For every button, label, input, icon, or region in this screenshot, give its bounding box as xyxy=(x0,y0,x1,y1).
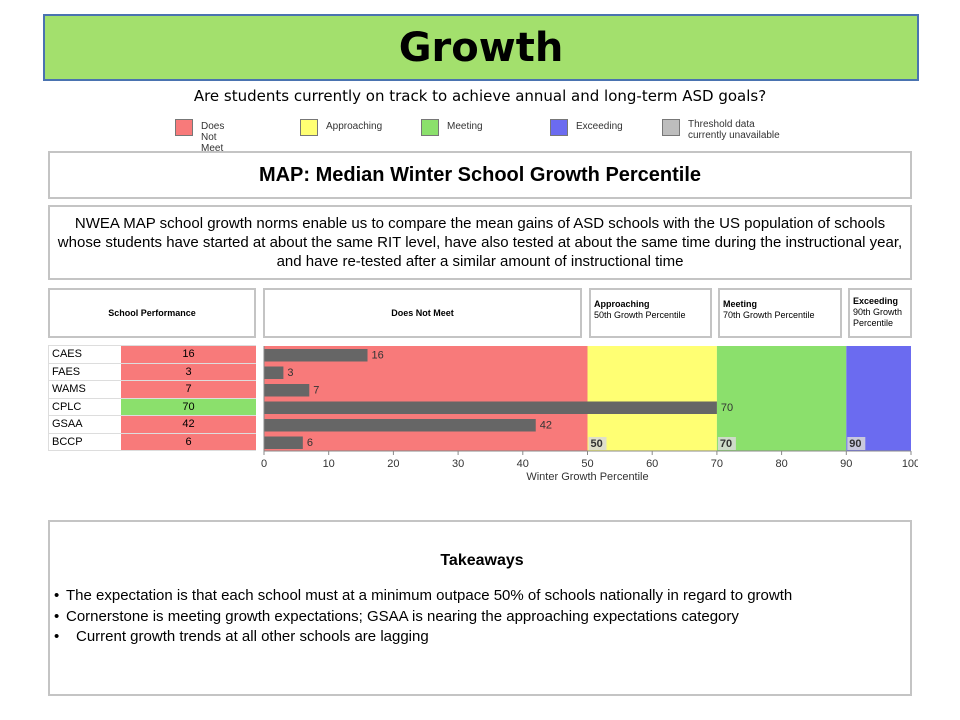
page-title: Growth xyxy=(398,24,564,71)
meeting-header-title: Meeting xyxy=(723,299,758,309)
x-tick-label-20: 20 xyxy=(387,458,399,470)
x-tick-label-30: 30 xyxy=(452,458,464,470)
takeaways-title: Takeaways xyxy=(440,552,524,569)
legend-item-meeting: Meeting xyxy=(421,119,483,136)
school-name: GSAA xyxy=(48,415,121,434)
x-tick-label-70: 70 xyxy=(711,458,723,470)
band-3 xyxy=(846,346,911,451)
legend-label: Meeting xyxy=(447,121,483,132)
legend-item-threshold-unavailable: Threshold data currently unavailable xyxy=(662,119,788,141)
map-description: NWEA MAP school growth norms enable us t… xyxy=(48,205,912,280)
approaching-header-sub: 50th Growth Percentile xyxy=(594,310,686,320)
legend-label: Approaching xyxy=(326,121,383,132)
list-item: • Cornerstone is meeting growth expectati… xyxy=(54,607,910,628)
legend-swatch xyxy=(550,119,568,136)
takeaway-text: Cornerstone is meeting growth expectatio… xyxy=(66,607,739,625)
takeaway-text: The expectation is that each school must… xyxy=(66,587,793,604)
x-tick-label-10: 10 xyxy=(323,458,335,470)
threshold-label-90: 90 xyxy=(849,438,861,450)
table-row: FAES 3 xyxy=(48,362,256,381)
exceeding-header-title: Exceeding xyxy=(853,296,899,306)
legend-item-does-not-meet: Does Not Meet xyxy=(175,119,224,154)
school-name: CPLC xyxy=(48,397,121,416)
band-1 xyxy=(587,346,717,451)
legend-label: Does Not Meet xyxy=(201,121,225,154)
meeting-header-sub: 70th Growth Percentile xyxy=(723,310,815,320)
x-tick-label-40: 40 xyxy=(517,458,529,470)
band-2 xyxy=(716,346,847,451)
bar-bccp xyxy=(264,436,303,449)
table-row: WAMS 7 xyxy=(48,380,256,399)
bullet-icon: • xyxy=(54,628,60,645)
growth-bar-chart: 16 3 7 70 42 6 50 70 90 0 10 20 30 40 50 60 70 80 90 100 Win… xyxy=(261,346,918,483)
school-value: 6 xyxy=(121,432,256,451)
data-label-cplc: 70 xyxy=(721,402,733,414)
bullet-icon: • xyxy=(54,607,60,625)
school-name: BCCP xyxy=(48,432,121,451)
band-0 xyxy=(264,346,588,451)
school-name: CAES xyxy=(48,345,121,364)
legend-swatch xyxy=(662,119,680,136)
takeaways-panel: Takeaways • The expectation is that each … xyxy=(48,520,912,696)
legend-item-exceeding: Exceeding xyxy=(550,119,623,136)
data-label-gsaa: 42 xyxy=(540,420,552,432)
data-label-faes: 3 xyxy=(287,367,293,379)
threshold-box-70 xyxy=(717,437,736,450)
x-tick-label-0: 0 xyxy=(261,458,267,470)
list-item: • The expectation is that each school mus… xyxy=(54,586,910,607)
table-row: GSAA 42 xyxy=(48,415,256,434)
bar-gsaa xyxy=(264,419,536,432)
table-row: CAES 16 xyxy=(48,345,256,364)
threshold-box-50 xyxy=(588,437,607,450)
school-value: 70 xyxy=(121,397,256,416)
bar-wams xyxy=(264,384,310,397)
x-tick-label-60: 60 xyxy=(646,458,658,470)
threshold-box-90 xyxy=(847,437,866,450)
legend-label: Threshold data currently unavailable xyxy=(688,119,780,141)
legend-label: Exceeding xyxy=(576,121,623,132)
does-not-meet-header: Does Not Meet xyxy=(263,288,582,338)
school-performance-table: CAES 16 FAES 3 WAMS 7 CPLC 70 GSAA 42 BC… xyxy=(48,345,256,451)
data-label-wams: 7 xyxy=(313,385,319,397)
school-name: FAES xyxy=(48,362,121,381)
bar-cplc xyxy=(264,401,717,414)
x-tick-label-80: 80 xyxy=(775,458,787,470)
threshold-label-50: 50 xyxy=(591,438,603,450)
x-tick-label-50: 50 xyxy=(581,458,593,470)
legend-swatch xyxy=(421,119,439,136)
x-tick-label-100: 100 xyxy=(902,458,918,470)
approaching-header: Approaching 50th Growth Percentile xyxy=(589,288,712,338)
table-row: BCCP 6 xyxy=(48,432,256,451)
x-axis-label: Winter Growth Percentile xyxy=(526,471,648,483)
approaching-header-title: Approaching xyxy=(594,299,650,309)
bar-caes xyxy=(264,349,368,362)
school-name: WAMS xyxy=(48,380,121,399)
map-title: MAP: Median Winter School Growth Percent… xyxy=(48,151,912,199)
meeting-header: Meeting 70th Growth Percentile xyxy=(718,288,842,338)
x-tick-label-90: 90 xyxy=(840,458,852,470)
legend-swatch xyxy=(300,119,318,136)
school-value: 7 xyxy=(121,380,256,399)
school-value: 42 xyxy=(121,415,256,434)
bullet-icon: • xyxy=(54,587,60,604)
school-value: 3 xyxy=(121,362,256,381)
legend-swatch xyxy=(175,119,193,136)
page-subtitle: Are students currently on track to achie… xyxy=(193,87,767,105)
title-banner: Growth xyxy=(43,14,919,81)
bar-faes xyxy=(264,366,284,379)
legend-item-approaching: Approaching xyxy=(300,119,382,136)
table-row: CPLC 70 xyxy=(48,397,256,416)
takeaway-text: Current growth trends at all other schoo… xyxy=(76,628,429,645)
data-label-bccp: 6 xyxy=(307,437,313,449)
school-performance-header: School Performance xyxy=(48,288,256,338)
school-value: 16 xyxy=(121,345,256,364)
data-label-caes: 16 xyxy=(372,350,384,362)
threshold-label-70: 70 xyxy=(720,438,732,450)
takeaways-list: • The expectation is that each school mus… xyxy=(54,586,910,648)
list-item: • Current growth trends at all other scho… xyxy=(54,627,910,648)
exceeding-header-sub: 90th Growth Percentile xyxy=(853,307,903,328)
exceeding-header: Exceeding 90th Growth Percentile xyxy=(848,288,912,338)
